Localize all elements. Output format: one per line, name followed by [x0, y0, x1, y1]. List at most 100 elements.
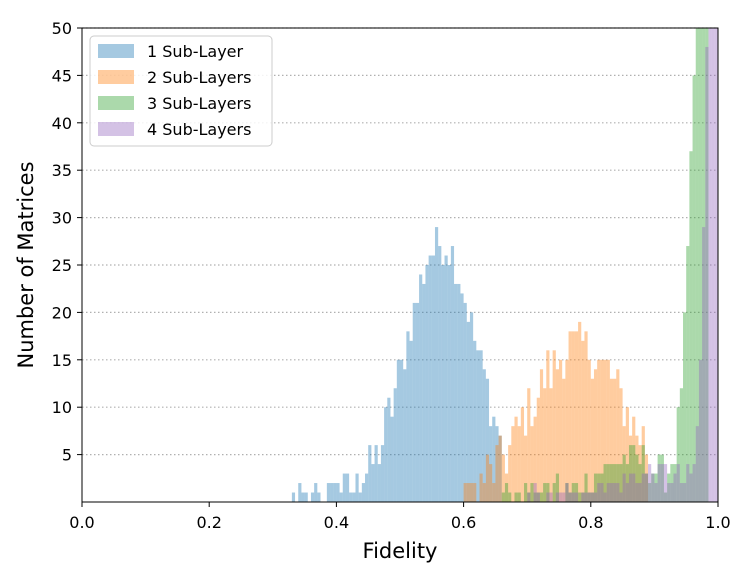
y-tick-label: 25: [52, 256, 72, 275]
bar: [578, 492, 582, 502]
bar: [679, 483, 684, 502]
bar: [673, 473, 677, 502]
bar: [638, 445, 642, 502]
bar: [533, 492, 537, 502]
y-tick-label: 40: [52, 114, 72, 133]
bar: [504, 483, 509, 502]
legend-swatch: [98, 122, 134, 136]
bar: [555, 473, 559, 502]
bar: [597, 473, 601, 502]
bar: [492, 416, 496, 502]
bar: [374, 445, 378, 502]
bar: [425, 265, 429, 502]
bar: [520, 407, 525, 502]
bar: [625, 407, 629, 502]
bar: [590, 492, 594, 502]
bar: [667, 473, 671, 502]
bar: [698, 28, 703, 502]
bar: [552, 350, 556, 502]
bar: [400, 359, 404, 502]
bar: [352, 492, 356, 502]
legend-box: [89, 35, 273, 147]
bar: [609, 378, 614, 502]
bar: [581, 492, 585, 502]
bar: [619, 464, 623, 502]
bar: [444, 255, 448, 502]
bar: [384, 407, 388, 502]
bar: [568, 492, 572, 502]
bar: [593, 492, 598, 502]
y-axis-ticks: 5 10 15 20 25 30 35 40 45 50: [52, 19, 82, 465]
bar: [476, 350, 480, 502]
bar: [409, 340, 413, 502]
bar: [562, 378, 566, 502]
bar: [670, 464, 674, 502]
bar: [326, 483, 331, 502]
bar: [543, 483, 547, 502]
bar: [632, 473, 636, 502]
bar: [457, 283, 461, 502]
bar: [648, 483, 652, 502]
bar: [584, 331, 588, 502]
bar: [648, 464, 652, 502]
bar: [565, 359, 569, 502]
bar: [641, 426, 645, 502]
x-tick-label: 0.4: [324, 513, 349, 532]
bar: [565, 483, 569, 502]
bar: [632, 445, 636, 502]
bar: [644, 454, 649, 502]
bar: [641, 473, 645, 502]
bar: [692, 464, 696, 502]
bar: [597, 359, 601, 502]
bar: [422, 283, 426, 502]
bar: [587, 492, 591, 502]
bar: [330, 483, 334, 502]
bar: [581, 340, 585, 502]
bar: [485, 378, 490, 502]
bar: [574, 483, 579, 502]
bar: [492, 483, 496, 502]
bar: [695, 28, 699, 502]
bar: [635, 483, 639, 502]
bar: [466, 321, 470, 502]
bar: [406, 331, 410, 502]
bar: [524, 435, 528, 502]
bar: [606, 464, 610, 502]
bar: [419, 274, 423, 502]
bar: [508, 445, 512, 502]
bar: [609, 483, 614, 502]
bar: [333, 483, 337, 502]
bar: [428, 255, 432, 502]
bar: [450, 246, 455, 502]
bar: [552, 483, 556, 502]
bar: [454, 283, 458, 502]
bar: [517, 492, 521, 502]
y-tick-label: 35: [52, 161, 72, 180]
bar: [473, 483, 477, 502]
bar: [683, 312, 687, 502]
bar: [358, 492, 362, 502]
bar: [689, 473, 693, 502]
bar: [403, 369, 407, 502]
bar: [431, 255, 435, 502]
bar: [571, 483, 575, 502]
bar: [667, 483, 671, 502]
bar: [546, 492, 550, 502]
y-tick-label: 45: [52, 66, 72, 85]
bar: [543, 388, 547, 502]
bar: [498, 435, 502, 502]
bar: [711, 28, 715, 502]
bar: [638, 483, 642, 502]
bar: [651, 473, 655, 502]
bar: [616, 369, 620, 502]
bar: [527, 492, 531, 502]
bar: [606, 359, 610, 502]
bar: [679, 388, 684, 502]
bar: [511, 426, 515, 502]
bar: [574, 331, 579, 502]
bar: [555, 492, 559, 502]
bar: [377, 464, 381, 502]
bar: [628, 435, 633, 502]
legend-label: 4 Sub-Layers: [147, 120, 251, 139]
